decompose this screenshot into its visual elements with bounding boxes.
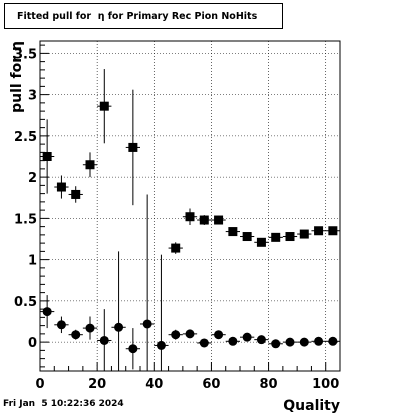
square-marker xyxy=(328,226,338,236)
circle-marker xyxy=(299,337,309,347)
circle-marker xyxy=(114,322,124,332)
square-marker xyxy=(56,182,66,192)
x-tick-label: 0 xyxy=(35,377,44,392)
y-axis-title: pull for η xyxy=(9,41,25,113)
square-marker xyxy=(256,237,266,247)
circle-marker xyxy=(328,336,338,346)
square-marker xyxy=(299,229,309,239)
timestamp: Fri Jan 5 10:22:36 2024 xyxy=(3,399,124,409)
x-tick-label: 60 xyxy=(202,377,220,392)
y-tick-label: 2 xyxy=(28,171,37,186)
y-tick-label: 3 xyxy=(28,89,37,104)
circle-marker xyxy=(271,339,281,349)
square-marker xyxy=(85,160,95,170)
y-tick-label: 2.5 xyxy=(14,130,37,145)
data-series xyxy=(40,69,340,371)
plot-frame xyxy=(39,40,341,372)
x-tick-label: 40 xyxy=(145,377,163,392)
circle-marker xyxy=(99,335,109,345)
circle-marker xyxy=(71,330,81,340)
square-marker xyxy=(271,232,281,242)
circle-marker xyxy=(314,336,324,346)
series-2 xyxy=(40,194,340,371)
y-tick-label: 1.5 xyxy=(14,212,37,227)
circle-marker xyxy=(156,340,166,350)
circle-marker xyxy=(242,332,252,342)
chart-title-box: Fitted pull for η for Primary Rec Pion N… xyxy=(4,3,283,29)
axis-ticks xyxy=(39,44,341,371)
circle-marker xyxy=(85,323,95,333)
square-marker xyxy=(199,215,209,225)
square-marker xyxy=(314,226,324,236)
circle-marker xyxy=(142,319,152,329)
y-tick-label: 3.5 xyxy=(14,47,37,62)
square-marker xyxy=(228,227,238,237)
square-marker xyxy=(242,232,252,242)
series-1 xyxy=(40,69,340,254)
square-marker xyxy=(185,212,195,222)
circle-marker xyxy=(56,320,66,330)
x-tick-label: 100 xyxy=(312,377,339,392)
square-marker xyxy=(171,243,181,253)
circle-marker xyxy=(214,330,224,340)
circle-marker xyxy=(185,329,195,339)
square-marker xyxy=(285,232,295,242)
square-marker xyxy=(71,189,81,199)
x-tick-label: 20 xyxy=(88,377,106,392)
circle-marker xyxy=(128,344,138,354)
chart-title: Fitted pull for η for Primary Rec Pion N… xyxy=(17,11,258,22)
circle-marker xyxy=(199,338,209,348)
y-tick-label: 0.5 xyxy=(14,295,37,310)
circle-marker xyxy=(285,337,295,347)
square-marker xyxy=(128,142,138,152)
grid-lines xyxy=(39,41,340,371)
square-marker xyxy=(99,101,109,111)
x-tick-labels: 0 20 40 60 80 100 xyxy=(35,377,339,392)
x-axis-title: Quality xyxy=(283,398,340,414)
circle-marker xyxy=(171,330,181,340)
circle-marker xyxy=(42,307,52,317)
x-tick-label: 80 xyxy=(260,377,278,392)
y-tick-label: 1 xyxy=(28,254,37,269)
y-tick-label: 0 xyxy=(28,336,37,351)
circle-marker xyxy=(228,336,238,346)
square-marker xyxy=(214,215,224,225)
circle-marker xyxy=(256,335,266,345)
y-tick-labels: 0 0.5 1 1.5 2 2.5 3 3.5 xyxy=(14,47,37,351)
square-marker xyxy=(42,152,52,161)
